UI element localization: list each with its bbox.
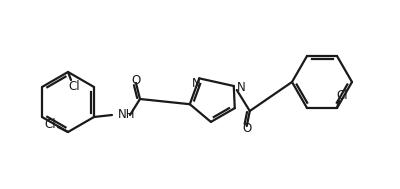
Text: Cl: Cl <box>336 89 348 102</box>
Text: N: N <box>192 77 201 90</box>
Text: N: N <box>236 81 245 94</box>
Text: O: O <box>242 122 252 136</box>
Text: Cl: Cl <box>44 118 56 130</box>
Text: Cl: Cl <box>68 80 80 92</box>
Text: NH: NH <box>118 108 136 122</box>
Text: O: O <box>131 74 141 88</box>
